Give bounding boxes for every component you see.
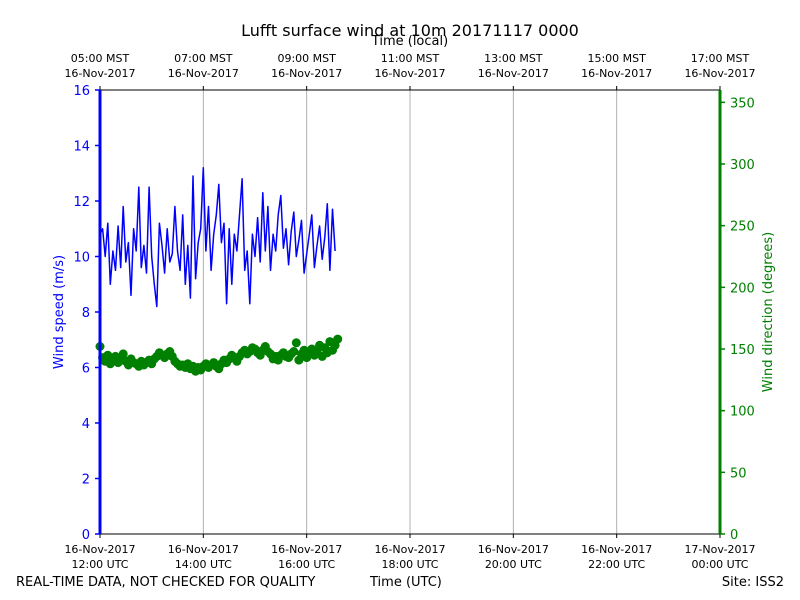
bottom-tick-time: 12:00 UTC: [71, 558, 128, 571]
top-tick-date: 16-Nov-2017: [684, 67, 755, 80]
direction-point: [289, 347, 299, 356]
bottom-axis-label: Time (UTC): [370, 575, 442, 590]
speed-series: [99, 166, 336, 308]
top-tick-time: 09:00 MST: [277, 52, 336, 65]
top-tick-date: 16-Nov-2017: [478, 67, 549, 80]
bottom-tick-time: 14:00 UTC: [175, 558, 232, 571]
direction-point: [118, 349, 128, 359]
top-tick-date: 16-Nov-2017: [271, 67, 342, 80]
top-tick-time: 07:00 MST: [174, 52, 233, 65]
left-tick-label: 14: [73, 140, 90, 155]
direction-series: [95, 334, 343, 376]
left-tick-label: 0: [82, 528, 90, 543]
bottom-tick-date: 16-Nov-2017: [271, 543, 342, 556]
bottom-tick-time: 22:00 UTC: [588, 558, 645, 571]
top-tick-time: 11:00 MST: [381, 52, 440, 65]
direction-point: [333, 334, 343, 344]
left-tick-label: 16: [73, 84, 90, 99]
bottom-tick-date: 16-Nov-2017: [478, 543, 549, 556]
bottom-tick-time: 18:00 UTC: [381, 558, 438, 571]
top-tick-time: 05:00 MST: [71, 52, 130, 65]
right-tick-label: 0: [730, 528, 738, 543]
speed-line: [99, 166, 336, 308]
tick-labels: 16-Nov-2017 12:00 UTC 16-Nov-2017 14:00 UTC…: [52, 52, 776, 571]
left-axis-label: Wind speed (m/s): [52, 255, 67, 369]
right-axis-label: Wind direction (degrees): [761, 232, 776, 392]
bottom-tick-date: 16-Nov-2017: [168, 543, 239, 556]
bottom-tick-date: 17-Nov-2017: [684, 543, 755, 556]
left-tick-label: 12: [73, 195, 90, 210]
top-tick-time: 15:00 MST: [587, 52, 646, 65]
right-tick-label: 100: [730, 405, 755, 420]
right-tick-label: 200: [730, 281, 755, 296]
bottom-tick-date: 16-Nov-2017: [581, 543, 652, 556]
bottom-tick-time: 00:00 UTC: [691, 558, 748, 571]
bottom-tick-date: 16-Nov-2017: [374, 543, 445, 556]
site-label: Site: ISS2: [721, 575, 784, 590]
left-tick-label: 8: [82, 306, 90, 321]
right-tick-label: 250: [730, 220, 755, 235]
right-tick-label: 50: [730, 466, 747, 481]
top-tick-date: 16-Nov-2017: [374, 67, 445, 80]
bottom-tick-time: 16:00 UTC: [278, 558, 335, 571]
top-tick-date: 16-Nov-2017: [168, 67, 239, 80]
bottom-tick-time: 20:00 UTC: [485, 558, 542, 571]
top-tick-date: 16-Nov-2017: [64, 67, 135, 80]
left-tick-label: 6: [82, 362, 90, 377]
top-axis-label: Time (local): [371, 34, 449, 49]
left-tick-label: 2: [82, 473, 90, 488]
left-tick-label: 10: [73, 251, 90, 266]
grid: [202, 90, 618, 534]
top-tick-date: 16-Nov-2017: [581, 67, 652, 80]
bottom-tick-date: 16-Nov-2017: [64, 543, 135, 556]
right-tick-label: 300: [730, 158, 755, 173]
chart-title: Lufft surface wind at 10m 20171117 0000: [241, 21, 579, 40]
right-tick-label: 350: [730, 96, 755, 111]
left-tick-label: 4: [82, 417, 90, 432]
direction-point: [291, 338, 301, 348]
right-tick-label: 150: [730, 343, 755, 358]
top-tick-time: 13:00 MST: [484, 52, 543, 65]
top-tick-time: 17:00 MST: [691, 52, 750, 65]
quality-note: REAL-TIME DATA, NOT CHECKED FOR QUALITY: [16, 575, 316, 590]
